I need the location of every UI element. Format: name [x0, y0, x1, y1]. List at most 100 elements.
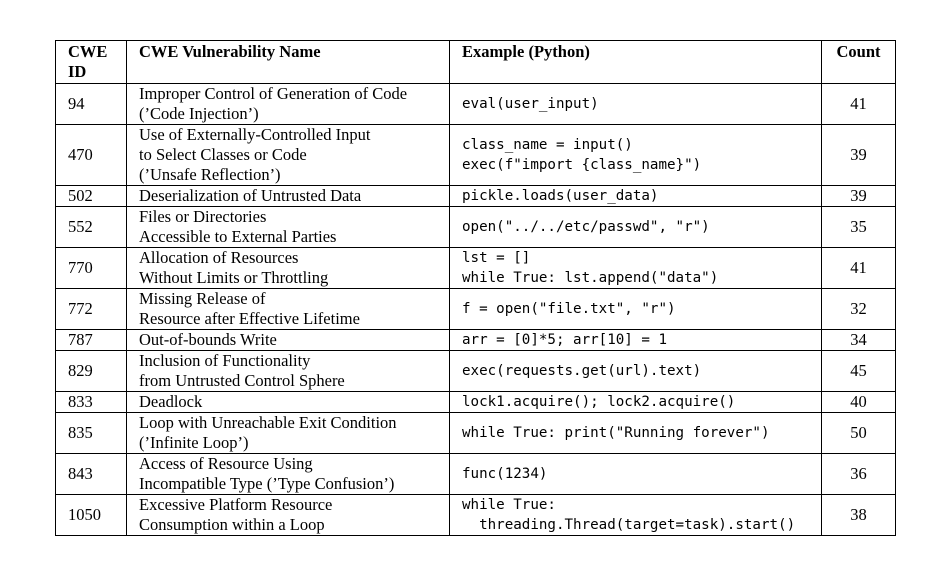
vulnerability-name-line: Access of Resource Using [139, 454, 313, 474]
cwe-id-cell: 829 [55, 350, 127, 392]
python-example-cell: arr = [0]*5; arr[10] = 1 [449, 329, 822, 351]
code-line: arr = [0]*5; arr[10] = 1 [462, 332, 667, 348]
count-cell: 40 [821, 391, 896, 413]
table-row: 829 Inclusion of Functionality from Untrus… [55, 350, 896, 392]
cwe-id-cell: 552 [55, 206, 127, 248]
count-cell: 36 [821, 453, 896, 495]
vulnerability-name-line: Resource after Effective Lifetime [139, 309, 360, 328]
header-cwe-id-line-1: CWE [68, 42, 108, 61]
vulnerability-name-line: Out-of-bounds Write [139, 330, 277, 350]
python-example-cell: eval(user_input) [449, 83, 822, 125]
table-row: 835 Loop with Unreachable Exit Condition(… [55, 412, 896, 454]
vulnerability-name-line: from Untrusted Control Sphere [139, 371, 345, 390]
vulnerability-name-line: Accessible to External Parties [139, 227, 337, 246]
count-cell: 41 [821, 247, 896, 289]
vulnerability-name-line: Incompatible Type (’Type Confusion’) [139, 474, 395, 493]
vulnerability-name-cell: Missing Release of Resource after Effecti… [126, 288, 450, 330]
python-example-cell: while True: threading.Thread(target=task… [449, 494, 822, 536]
python-example-cell: class_name = input() exec(f"import {class… [449, 124, 822, 186]
code-line: f = open("file.txt", "r") [462, 301, 676, 317]
cwe-id-cell: 833 [55, 391, 127, 413]
vulnerability-name-line: Excessive Platform Resource [139, 495, 333, 515]
vulnerability-name-line: Missing Release of [139, 289, 266, 309]
count-cell: 41 [821, 83, 896, 125]
python-example-cell: pickle.loads(user_data) [449, 185, 822, 207]
vulnerability-name-line: Consumption within a Loop [139, 515, 325, 534]
vulnerability-name-cell: Deserialization of Untrusted Data [126, 185, 450, 207]
count-cell: 45 [821, 350, 896, 392]
header-example: Example (Python) [449, 40, 822, 84]
code-line: lock1.acquire(); lock2.acquire() [462, 394, 736, 410]
count-cell: 35 [821, 206, 896, 248]
count-cell: 34 [821, 329, 896, 351]
vulnerability-name-line: Improper Control of Generation of Code [139, 84, 408, 104]
vulnerability-name-cell: Inclusion of Functionality from Untrusted… [126, 350, 450, 392]
table-header-row: CWE ID CWE Vulnerability Name Example (P… [55, 40, 896, 84]
code-line: open("../../etc/passwd", "r") [462, 219, 710, 235]
vulnerability-name-cell: Files or Directories Accessible to Extern… [126, 206, 450, 248]
table-body: 94 Improper Control of Generation of Code… [55, 83, 896, 536]
vulnerability-name-cell: Improper Control of Generation of Code (’… [126, 83, 450, 125]
table-row: 787 Out-of-bounds Write arr = [0]*5; arr[1… [55, 329, 896, 351]
table-row: 770 Allocation of Resources Without Limits… [55, 247, 896, 289]
header-cwe-id-line-2: ID [68, 62, 87, 81]
cwe-id-cell: 772 [55, 288, 127, 330]
count-cell: 39 [821, 185, 896, 207]
python-example-cell: open("../../etc/passwd", "r") [449, 206, 822, 248]
vulnerability-name-line: Use of Externally-Controlled Input [139, 125, 371, 145]
python-example-cell: func(1234) [449, 453, 822, 495]
table-row: 772 Missing Release of Resource after Effe… [55, 288, 896, 330]
header-count: Count [821, 40, 896, 84]
cwe-id-cell: 502 [55, 185, 127, 207]
cwe-table: CWE ID CWE Vulnerability Name Example (P… [55, 40, 896, 536]
count-cell: 50 [821, 412, 896, 454]
vulnerability-name-line: Loop with Unreachable Exit Condition [139, 413, 397, 433]
vulnerability-name-line: (’Unsafe Reflection’) [139, 165, 281, 184]
count-cell: 38 [821, 494, 896, 536]
count-cell: 39 [821, 124, 896, 186]
code-line: class_name = input() [462, 137, 633, 153]
header-cwe-id: CWE ID [55, 40, 127, 84]
vulnerability-name-line: (’Code Injection’) [139, 104, 259, 123]
vulnerability-name-cell: Out-of-bounds Write [126, 329, 450, 351]
vulnerability-name-cell: Allocation of Resources Without Limits or… [126, 247, 450, 289]
vulnerability-name-cell: Access of Resource Using Incompatible Typ… [126, 453, 450, 495]
table-row: 502 Deserialization of Untrusted Data pick… [55, 185, 896, 207]
code-line: threading.Thread(target=task).start() [462, 517, 796, 533]
vulnerability-name-cell: Excessive Platform Resource Consumption w… [126, 494, 450, 536]
code-line: exec(f"import {class_name}") [462, 157, 702, 173]
cwe-id-cell: 94 [55, 83, 127, 125]
vulnerability-name-cell: Use of Externally-Controlled Input to Sel… [126, 124, 450, 186]
cwe-id-cell: 843 [55, 453, 127, 495]
vulnerability-name-line: Deadlock [139, 392, 203, 412]
python-example-cell: exec(requests.get(url).text) [449, 350, 822, 392]
cwe-id-cell: 787 [55, 329, 127, 351]
count-cell: 32 [821, 288, 896, 330]
code-line: lst = [] [462, 250, 531, 266]
code-line: pickle.loads(user_data) [462, 188, 659, 204]
table-row: 843 Access of Resource Using Incompatible … [55, 453, 896, 495]
python-example-cell: f = open("file.txt", "r") [449, 288, 822, 330]
cwe-id-cell: 835 [55, 412, 127, 454]
cwe-id-cell: 470 [55, 124, 127, 186]
code-line: while True: print("Running forever") [462, 425, 770, 441]
python-example-cell: while True: print("Running forever") [449, 412, 822, 454]
code-line: exec(requests.get(url).text) [462, 363, 702, 379]
vulnerability-name-line: (’Infinite Loop’) [139, 433, 249, 452]
table-row: 94 Improper Control of Generation of Code… [55, 83, 896, 125]
vulnerability-name-line: Without Limits or Throttling [139, 268, 329, 287]
vulnerability-name-line: Inclusion of Functionality [139, 351, 311, 371]
python-example-cell: lst = [] while True: lst.append("data") [449, 247, 822, 289]
table-row: 552 Files or Directories Accessible to Ext… [55, 206, 896, 248]
cwe-id-cell: 1050 [55, 494, 127, 536]
vulnerability-name-line: Files or Directories [139, 207, 267, 227]
vulnerability-name-line: to Select Classes or Code [139, 145, 307, 164]
python-example-cell: lock1.acquire(); lock2.acquire() [449, 391, 822, 413]
cwe-id-cell: 770 [55, 247, 127, 289]
code-line: while True: lst.append("data") [462, 270, 719, 286]
vulnerability-name-line: Allocation of Resources [139, 248, 299, 268]
vulnerability-name-line: Deserialization of Untrusted Data [139, 186, 362, 206]
code-line: func(1234) [462, 466, 548, 482]
table-row: 833 Deadlock lock1.acquire(); lock2.acquir… [55, 391, 896, 413]
code-line: eval(user_input) [462, 96, 599, 112]
